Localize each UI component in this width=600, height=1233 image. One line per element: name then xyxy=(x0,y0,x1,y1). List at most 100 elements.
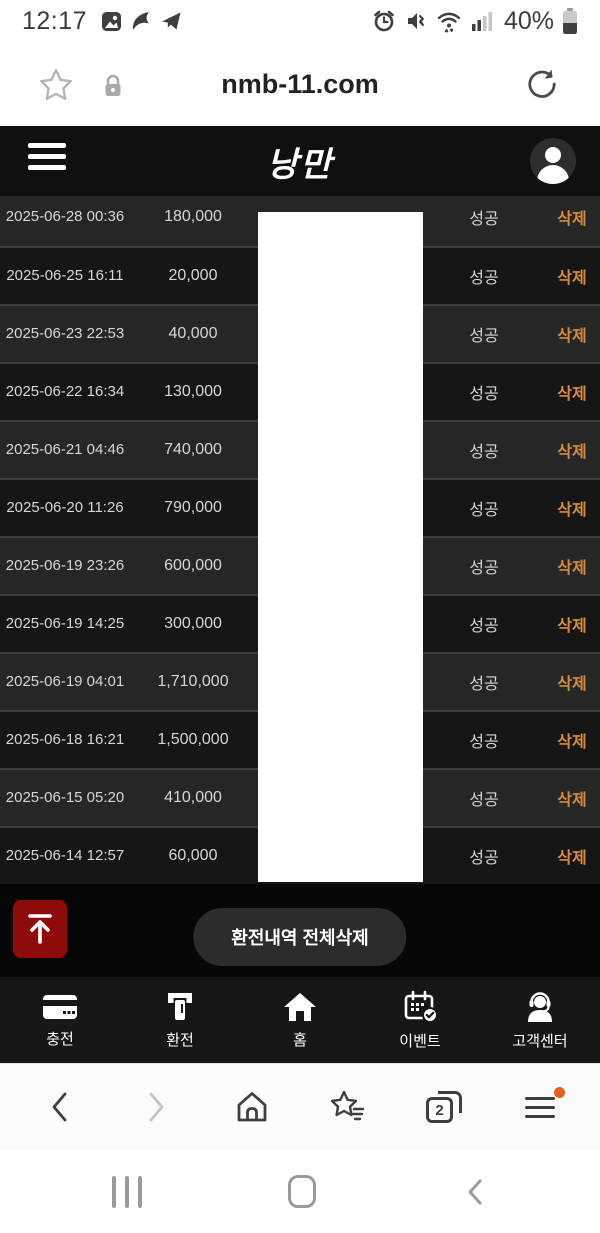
row-delete-link[interactable]: 삭제 xyxy=(557,502,587,519)
tabs-button[interactable]: 2 xyxy=(414,1091,474,1123)
forward-icon xyxy=(149,1092,164,1122)
row-delete-link[interactable]: 삭제 xyxy=(557,328,587,345)
row-datetime: 2025-06-15 05:20 xyxy=(5,789,125,807)
telegram-icon xyxy=(162,12,181,30)
row-datetime: 2025-06-19 14:25 xyxy=(5,615,125,633)
site-header: 낭만 xyxy=(0,126,600,196)
nav-item-deposit[interactable]: 충전 xyxy=(0,977,120,1063)
row-delete-link[interactable]: 삭제 xyxy=(557,850,587,867)
vibrate-mute-icon xyxy=(407,13,424,29)
redacted-area xyxy=(258,212,423,882)
row-delete-link[interactable]: 삭제 xyxy=(557,618,587,635)
row-amount: 130,000 xyxy=(164,383,222,400)
alarm-icon xyxy=(374,10,394,32)
refresh-icon[interactable] xyxy=(524,67,560,103)
row-datetime: 2025-06-19 23:26 xyxy=(5,557,125,575)
nav-item-event[interactable]: 이벤트 xyxy=(360,977,480,1063)
nav-item-withdraw[interactable]: 환전 xyxy=(120,977,240,1063)
row-status: 성공 xyxy=(469,792,499,809)
bookmarks-button[interactable] xyxy=(318,1089,378,1125)
row-status: 성공 xyxy=(469,444,499,461)
row-amount: 180,000 xyxy=(164,208,222,225)
row-amount: 790,000 xyxy=(164,499,222,516)
tab-count: 2 xyxy=(435,1101,444,1119)
event-calendar-icon xyxy=(404,990,438,1023)
battery-icon xyxy=(563,8,577,34)
row-delete-link[interactable]: 삭제 xyxy=(557,792,587,809)
row-status: 성공 xyxy=(469,502,499,519)
back-icon xyxy=(52,1092,67,1122)
row-delete-link[interactable]: 삭제 xyxy=(557,560,587,577)
browser-toolbar: 2 xyxy=(0,1063,600,1150)
android-nav-bar xyxy=(0,1150,600,1233)
site-logo[interactable]: 낭만 xyxy=(266,145,334,184)
row-amount: 410,000 xyxy=(164,789,222,806)
row-datetime: 2025-06-23 22:53 xyxy=(5,325,125,343)
tabs-icon: 2 xyxy=(426,1091,462,1123)
bookmark-star-icon[interactable] xyxy=(38,67,74,103)
signal-icon xyxy=(471,12,492,31)
bookmarks-icon xyxy=(330,1090,365,1121)
row-delete-link[interactable]: 삭제 xyxy=(557,211,587,228)
nav-label: 고객센터 xyxy=(512,1032,568,1050)
row-status: 성공 xyxy=(469,386,499,403)
row-amount: 600,000 xyxy=(164,557,222,574)
row-delete-link[interactable]: 삭제 xyxy=(557,444,587,461)
status-bar: 12:17 40% xyxy=(0,0,600,42)
row-amount: 60,000 xyxy=(168,847,218,864)
card-icon xyxy=(43,994,77,1019)
menu-icon xyxy=(525,1086,565,1118)
row-delete-link[interactable]: 삭제 xyxy=(557,386,587,403)
row-datetime: 2025-06-14 12:57 xyxy=(5,847,125,865)
nav-item-home[interactable]: 홈 xyxy=(240,977,360,1063)
nav-label: 환전 xyxy=(166,1031,194,1049)
row-datetime: 2025-06-25 16:11 xyxy=(6,267,124,285)
row-datetime: 2025-06-18 16:21 xyxy=(5,731,125,749)
delete-all-button[interactable]: 환전내역 전체삭제 xyxy=(193,908,407,966)
row-status: 성공 xyxy=(469,211,499,228)
row-datetime: 2025-06-19 04:01 xyxy=(5,673,125,691)
row-amount: 40,000 xyxy=(168,325,218,342)
url-text[interactable]: nmb-11.com xyxy=(221,68,379,99)
row-amount: 1,500,000 xyxy=(157,731,229,748)
row-status: 성공 xyxy=(469,618,499,635)
row-delete-link[interactable]: 삭제 xyxy=(557,270,587,287)
clock-text: 12:17 xyxy=(22,6,88,35)
recents-icon[interactable] xyxy=(112,1175,142,1208)
android-home-icon[interactable] xyxy=(288,1175,316,1208)
row-amount: 740,000 xyxy=(164,441,222,458)
support-agent-icon xyxy=(528,991,552,1022)
row-amount: 1,710,000 xyxy=(157,673,229,690)
browser-address-bar: nmb-11.com xyxy=(0,42,600,126)
row-status: 성공 xyxy=(469,676,499,693)
browser-menu-button[interactable] xyxy=(510,1086,570,1118)
home-icon xyxy=(237,1092,267,1122)
row-datetime: 2025-06-28 00:36 xyxy=(5,208,125,226)
forward-button[interactable] xyxy=(126,1089,186,1125)
profile-avatar-icon[interactable] xyxy=(530,138,576,184)
back-button[interactable] xyxy=(30,1089,90,1125)
browser-home-button[interactable] xyxy=(222,1090,282,1124)
notification-dot xyxy=(554,1086,565,1098)
home-icon xyxy=(284,992,316,1021)
nav-label: 홈 xyxy=(293,1031,307,1049)
row-datetime: 2025-06-21 04:46 xyxy=(5,441,125,459)
nav-label: 충전 xyxy=(46,1030,74,1048)
row-datetime: 2025-06-22 16:34 xyxy=(5,383,125,401)
nav-item-support[interactable]: 고객센터 xyxy=(480,977,600,1063)
wifi-icon xyxy=(437,12,461,33)
lock-icon[interactable] xyxy=(100,73,126,99)
menu-icon[interactable] xyxy=(28,143,66,170)
row-status: 성공 xyxy=(469,560,499,577)
row-delete-link[interactable]: 삭제 xyxy=(557,676,587,693)
row-status: 성공 xyxy=(469,270,499,287)
row-delete-link[interactable]: 삭제 xyxy=(557,734,587,751)
action-strip: 환전내역 전체삭제 xyxy=(0,884,600,977)
battery-percent-text: 40% xyxy=(503,6,554,35)
row-amount: 20,000 xyxy=(168,267,218,284)
android-back-icon[interactable] xyxy=(462,1175,488,1209)
row-status: 성공 xyxy=(469,734,499,751)
row-status: 성공 xyxy=(469,850,499,867)
scroll-to-top-button[interactable] xyxy=(13,900,67,958)
